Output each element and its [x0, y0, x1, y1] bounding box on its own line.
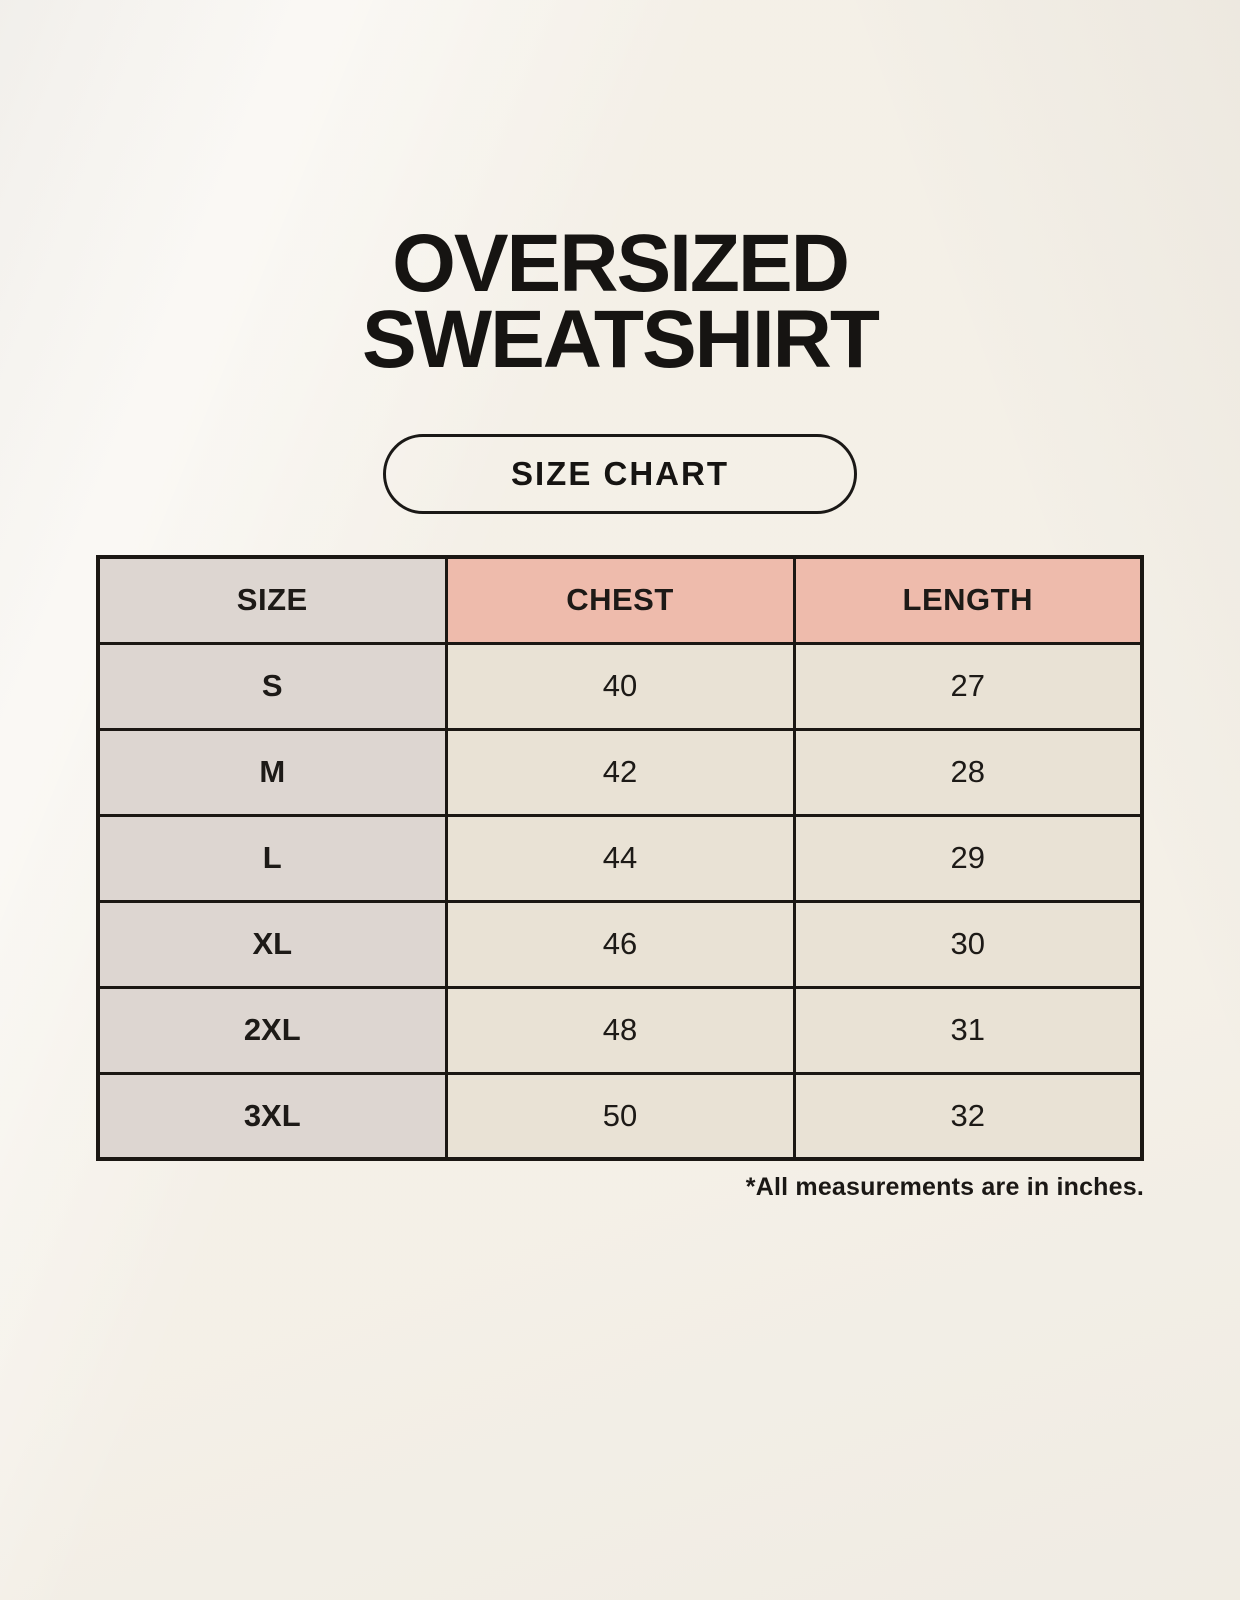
table-row: S 40 27 [96, 641, 1144, 731]
column-header-length: LENGTH [792, 555, 1144, 645]
length-value-cell: 31 [792, 985, 1144, 1075]
chest-value-cell: 50 [444, 1071, 796, 1161]
table-row: L 44 29 [96, 813, 1144, 903]
size-label-cell: 3XL [96, 1071, 448, 1161]
chest-value-cell: 46 [444, 899, 796, 989]
chest-value-cell: 44 [444, 813, 796, 903]
title-line-1: OVERSIZED [392, 218, 850, 309]
page-title: OVERSIZED SWEATSHIRT [0, 0, 1240, 385]
chest-value-cell: 48 [444, 985, 796, 1075]
measurements-footnote: *All measurements are in inches. [745, 1173, 1144, 1201]
length-value-cell: 28 [792, 727, 1144, 817]
length-value-cell: 29 [792, 813, 1144, 903]
size-label-cell: S [96, 641, 448, 731]
size-label-cell: 2XL [96, 985, 448, 1075]
column-header-chest: CHEST [444, 555, 796, 645]
size-chart-badge-label: SIZE CHART [511, 455, 729, 492]
size-label-cell: L [96, 813, 448, 903]
table-row: 3XL 50 32 [96, 1071, 1144, 1161]
length-value-cell: 32 [792, 1071, 1144, 1161]
column-header-size: SIZE [96, 555, 448, 645]
size-chart-badge: SIZE CHART [383, 434, 857, 514]
header-row: SIZE CHEST LENGTH [96, 555, 1144, 645]
size-label-cell: XL [96, 899, 448, 989]
table-row: M 42 28 [96, 727, 1144, 817]
title-line-2: SWEATSHIRT [361, 294, 880, 385]
length-value-cell: 27 [792, 641, 1144, 731]
length-value-cell: 30 [792, 899, 1144, 989]
size-chart-table: SIZE CHEST LENGTH S 40 27 M 42 28 L 44 2… [96, 555, 1144, 1161]
size-label-cell: M [96, 727, 448, 817]
table-row: XL 46 30 [96, 899, 1144, 989]
chest-value-cell: 40 [444, 641, 796, 731]
table-row: 2XL 48 31 [96, 985, 1144, 1075]
chest-value-cell: 42 [444, 727, 796, 817]
